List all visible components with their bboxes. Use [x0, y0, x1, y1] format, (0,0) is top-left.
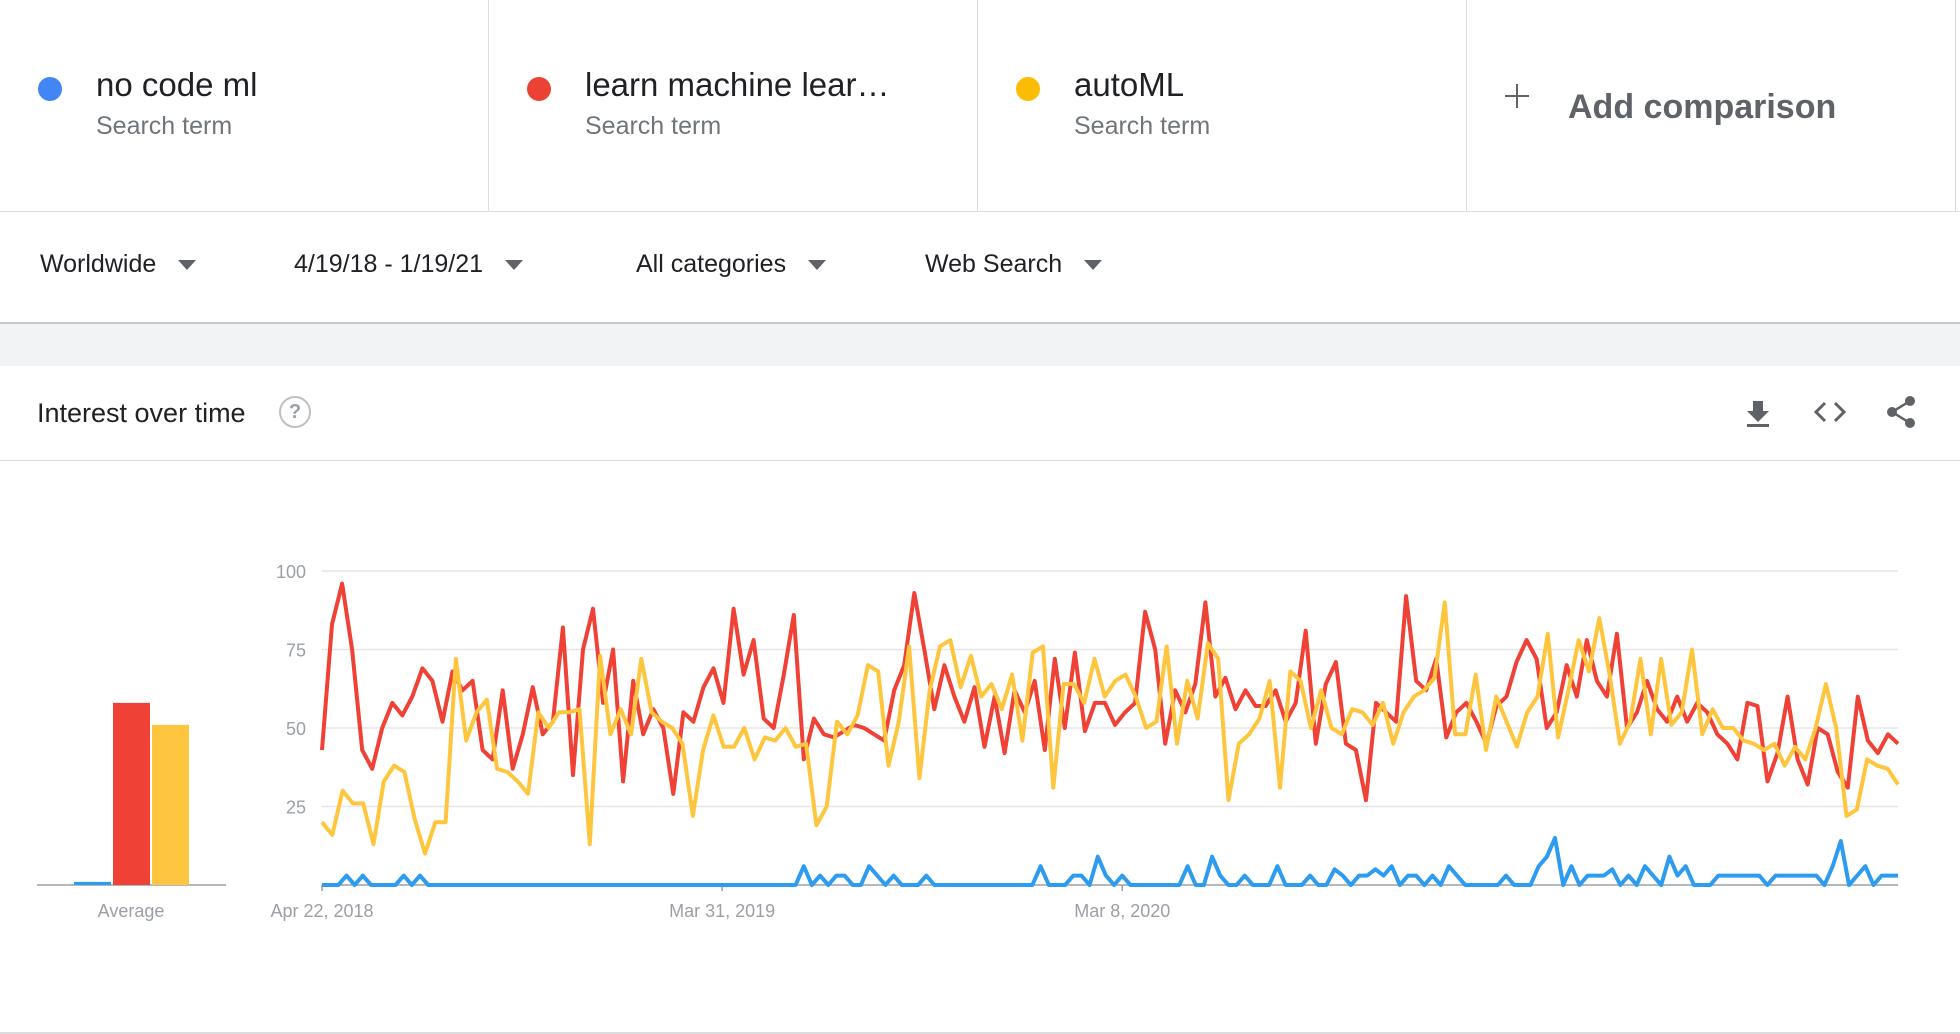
series-line [320, 600, 1900, 856]
comparison-header: no code ml Search term learn machine lea… [0, 0, 1960, 212]
region-select[interactable]: Worldwide [40, 250, 197, 279]
series-lines [320, 581, 1900, 887]
term-color-dot [38, 77, 62, 101]
chevron-down-icon [178, 259, 197, 270]
embed-code-icon[interactable] [1812, 394, 1848, 430]
term-card-1[interactable]: no code ml Search term [0, 0, 489, 212]
category-value: All categories [636, 250, 787, 278]
card-header: Interest over time ? [0, 366, 1960, 461]
help-icon[interactable]: ? [279, 396, 311, 428]
term-name[interactable]: no code ml [96, 66, 258, 103]
average-bar [152, 724, 189, 885]
chevron-down-icon [505, 259, 524, 270]
y-tick-label: 75 [286, 641, 306, 661]
share-icon[interactable] [1883, 394, 1919, 430]
term-color-dot [1016, 77, 1040, 101]
region-value: Worldwide [40, 250, 157, 278]
card-title: Interest over time [37, 398, 246, 428]
y-tick-label: 25 [286, 798, 306, 818]
term-name[interactable]: learn machine lear… [585, 66, 890, 103]
category-select[interactable]: All categories [636, 250, 827, 279]
y-tick-label: 50 [286, 719, 306, 739]
term-kind: Search term [585, 112, 722, 140]
chevron-down-icon [808, 259, 827, 270]
average-bar [74, 881, 111, 885]
x-tick-label: Mar 31, 2019 [669, 901, 775, 921]
term-kind: Search term [96, 112, 233, 140]
plus-icon [1505, 84, 1529, 108]
x-tick-label: Mar 8, 2020 [1074, 901, 1170, 921]
term-card-3[interactable]: autoML Search term [978, 0, 1467, 212]
date-range-value: 4/19/18 - 1/19/21 [294, 250, 484, 278]
search-type-value: Web Search [925, 250, 1063, 278]
average-label: Average [98, 901, 165, 921]
date-range-select[interactable]: 4/19/18 - 1/19/21 [294, 250, 524, 279]
term-card-2[interactable]: learn machine lear… Search term [489, 0, 978, 212]
term-color-dot [527, 77, 551, 101]
card-bottom-border [0, 1032, 1960, 1034]
chevron-down-icon [1084, 259, 1103, 270]
average-bars [37, 702, 226, 886]
x-tick-label: Apr 22, 2018 [270, 901, 373, 921]
axis-labels: 25 50 75 100 Apr 22, 2018 Mar 31, 2019 Mar 8, … [98, 562, 1171, 921]
term-kind: Search term [1074, 112, 1211, 140]
average-bar [113, 702, 150, 885]
add-comparison-button[interactable]: Add comparison [1467, 0, 1956, 212]
filter-bar: Worldwide 4/19/18 - 1/19/21 All categori… [0, 212, 1960, 324]
chart-grid [321, 570, 1898, 891]
download-icon[interactable] [1740, 394, 1776, 430]
y-tick-label: 100 [276, 562, 306, 582]
section-gap [0, 324, 1960, 366]
series-line [320, 581, 1900, 803]
term-name[interactable]: autoML [1074, 66, 1185, 103]
series-line [322, 835, 1898, 887]
search-type-select[interactable]: Web Search [925, 250, 1103, 279]
add-comparison-label: Add comparison [1568, 88, 1837, 126]
